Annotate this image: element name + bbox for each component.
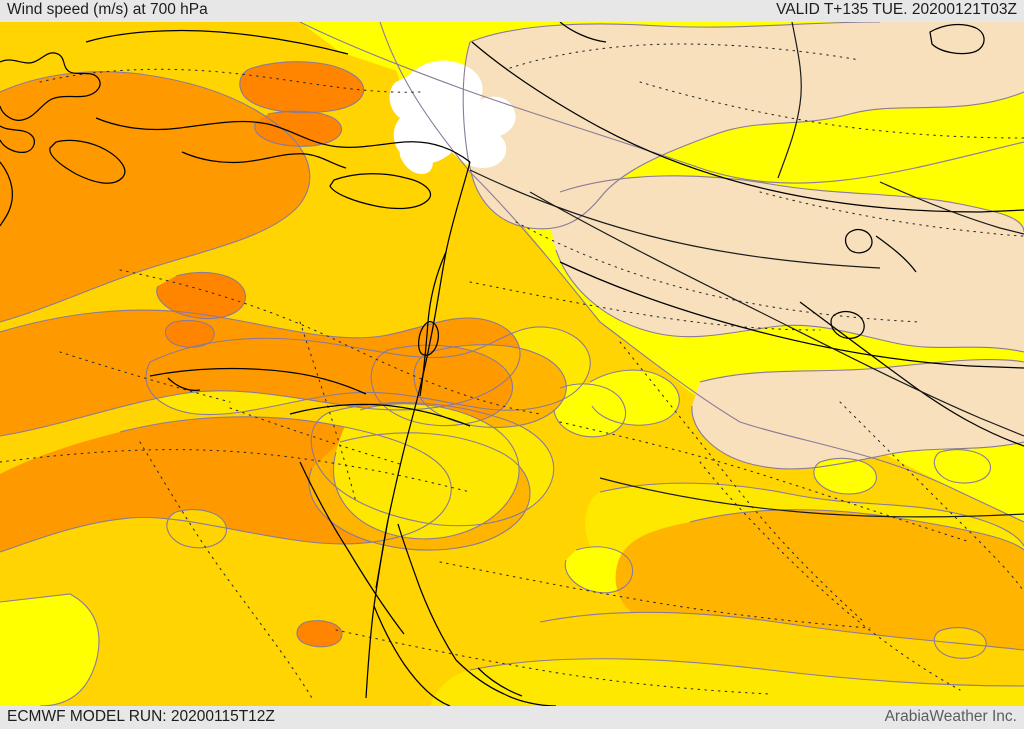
contour-band-8-12-pocket-f xyxy=(813,458,877,494)
political-line-layer xyxy=(469,22,1024,518)
contour-band-12-16-arabia-sw xyxy=(430,658,1024,706)
contour-band-28-core-turkey-b xyxy=(254,111,342,147)
contour-band-8-12-pocket-e xyxy=(934,449,991,484)
filled-contour-layer xyxy=(0,22,1024,706)
contour-band-16-20-pocket-b xyxy=(934,627,987,659)
contour-band-12-16-nile xyxy=(333,403,520,539)
country-border-layer xyxy=(0,43,1024,699)
contour-band-4-8-desert xyxy=(463,22,1024,229)
contour-band-4-8-se-lobe xyxy=(691,359,1024,469)
contour-band-28-core-small-b xyxy=(297,620,342,647)
footer-bar: ECMWF MODEL RUN: 20200115T12Z ArabiaWeat… xyxy=(0,706,1024,729)
contour-band-28-core-small-a xyxy=(165,320,215,348)
contour-band-8-12-pocket-c xyxy=(0,594,99,706)
coastline-layer xyxy=(0,22,1024,706)
contour-band-4-8-ne-lobe xyxy=(550,175,1024,352)
contour-band-28-core-turkey-a xyxy=(239,61,364,113)
contour-band-0-4-syria-tail xyxy=(398,128,433,174)
contour-band-24-28-nw xyxy=(0,71,310,322)
wind-speed-contour-plot xyxy=(0,22,1024,706)
weather-map-canvas[interactable] xyxy=(0,22,1024,706)
page-title: Wind speed (m/s) at 700 hPa xyxy=(7,1,208,18)
brand-label: ArabiaWeather Inc. xyxy=(884,708,1017,725)
contour-band-28-core-nw xyxy=(156,272,246,319)
model-run-label: ECMWF MODEL RUN: 20200115T12Z xyxy=(7,708,275,725)
header-bar: Wind speed (m/s) at 700 hPa VALID T+135 … xyxy=(0,0,1024,22)
contour-line-layer xyxy=(0,22,1024,706)
contour-band-16-20-pocket-a xyxy=(166,509,227,548)
contour-band-8-12-pocket-d xyxy=(590,370,680,426)
valid-time-label: VALID T+135 TUE. 20200121T03Z xyxy=(776,1,1017,18)
